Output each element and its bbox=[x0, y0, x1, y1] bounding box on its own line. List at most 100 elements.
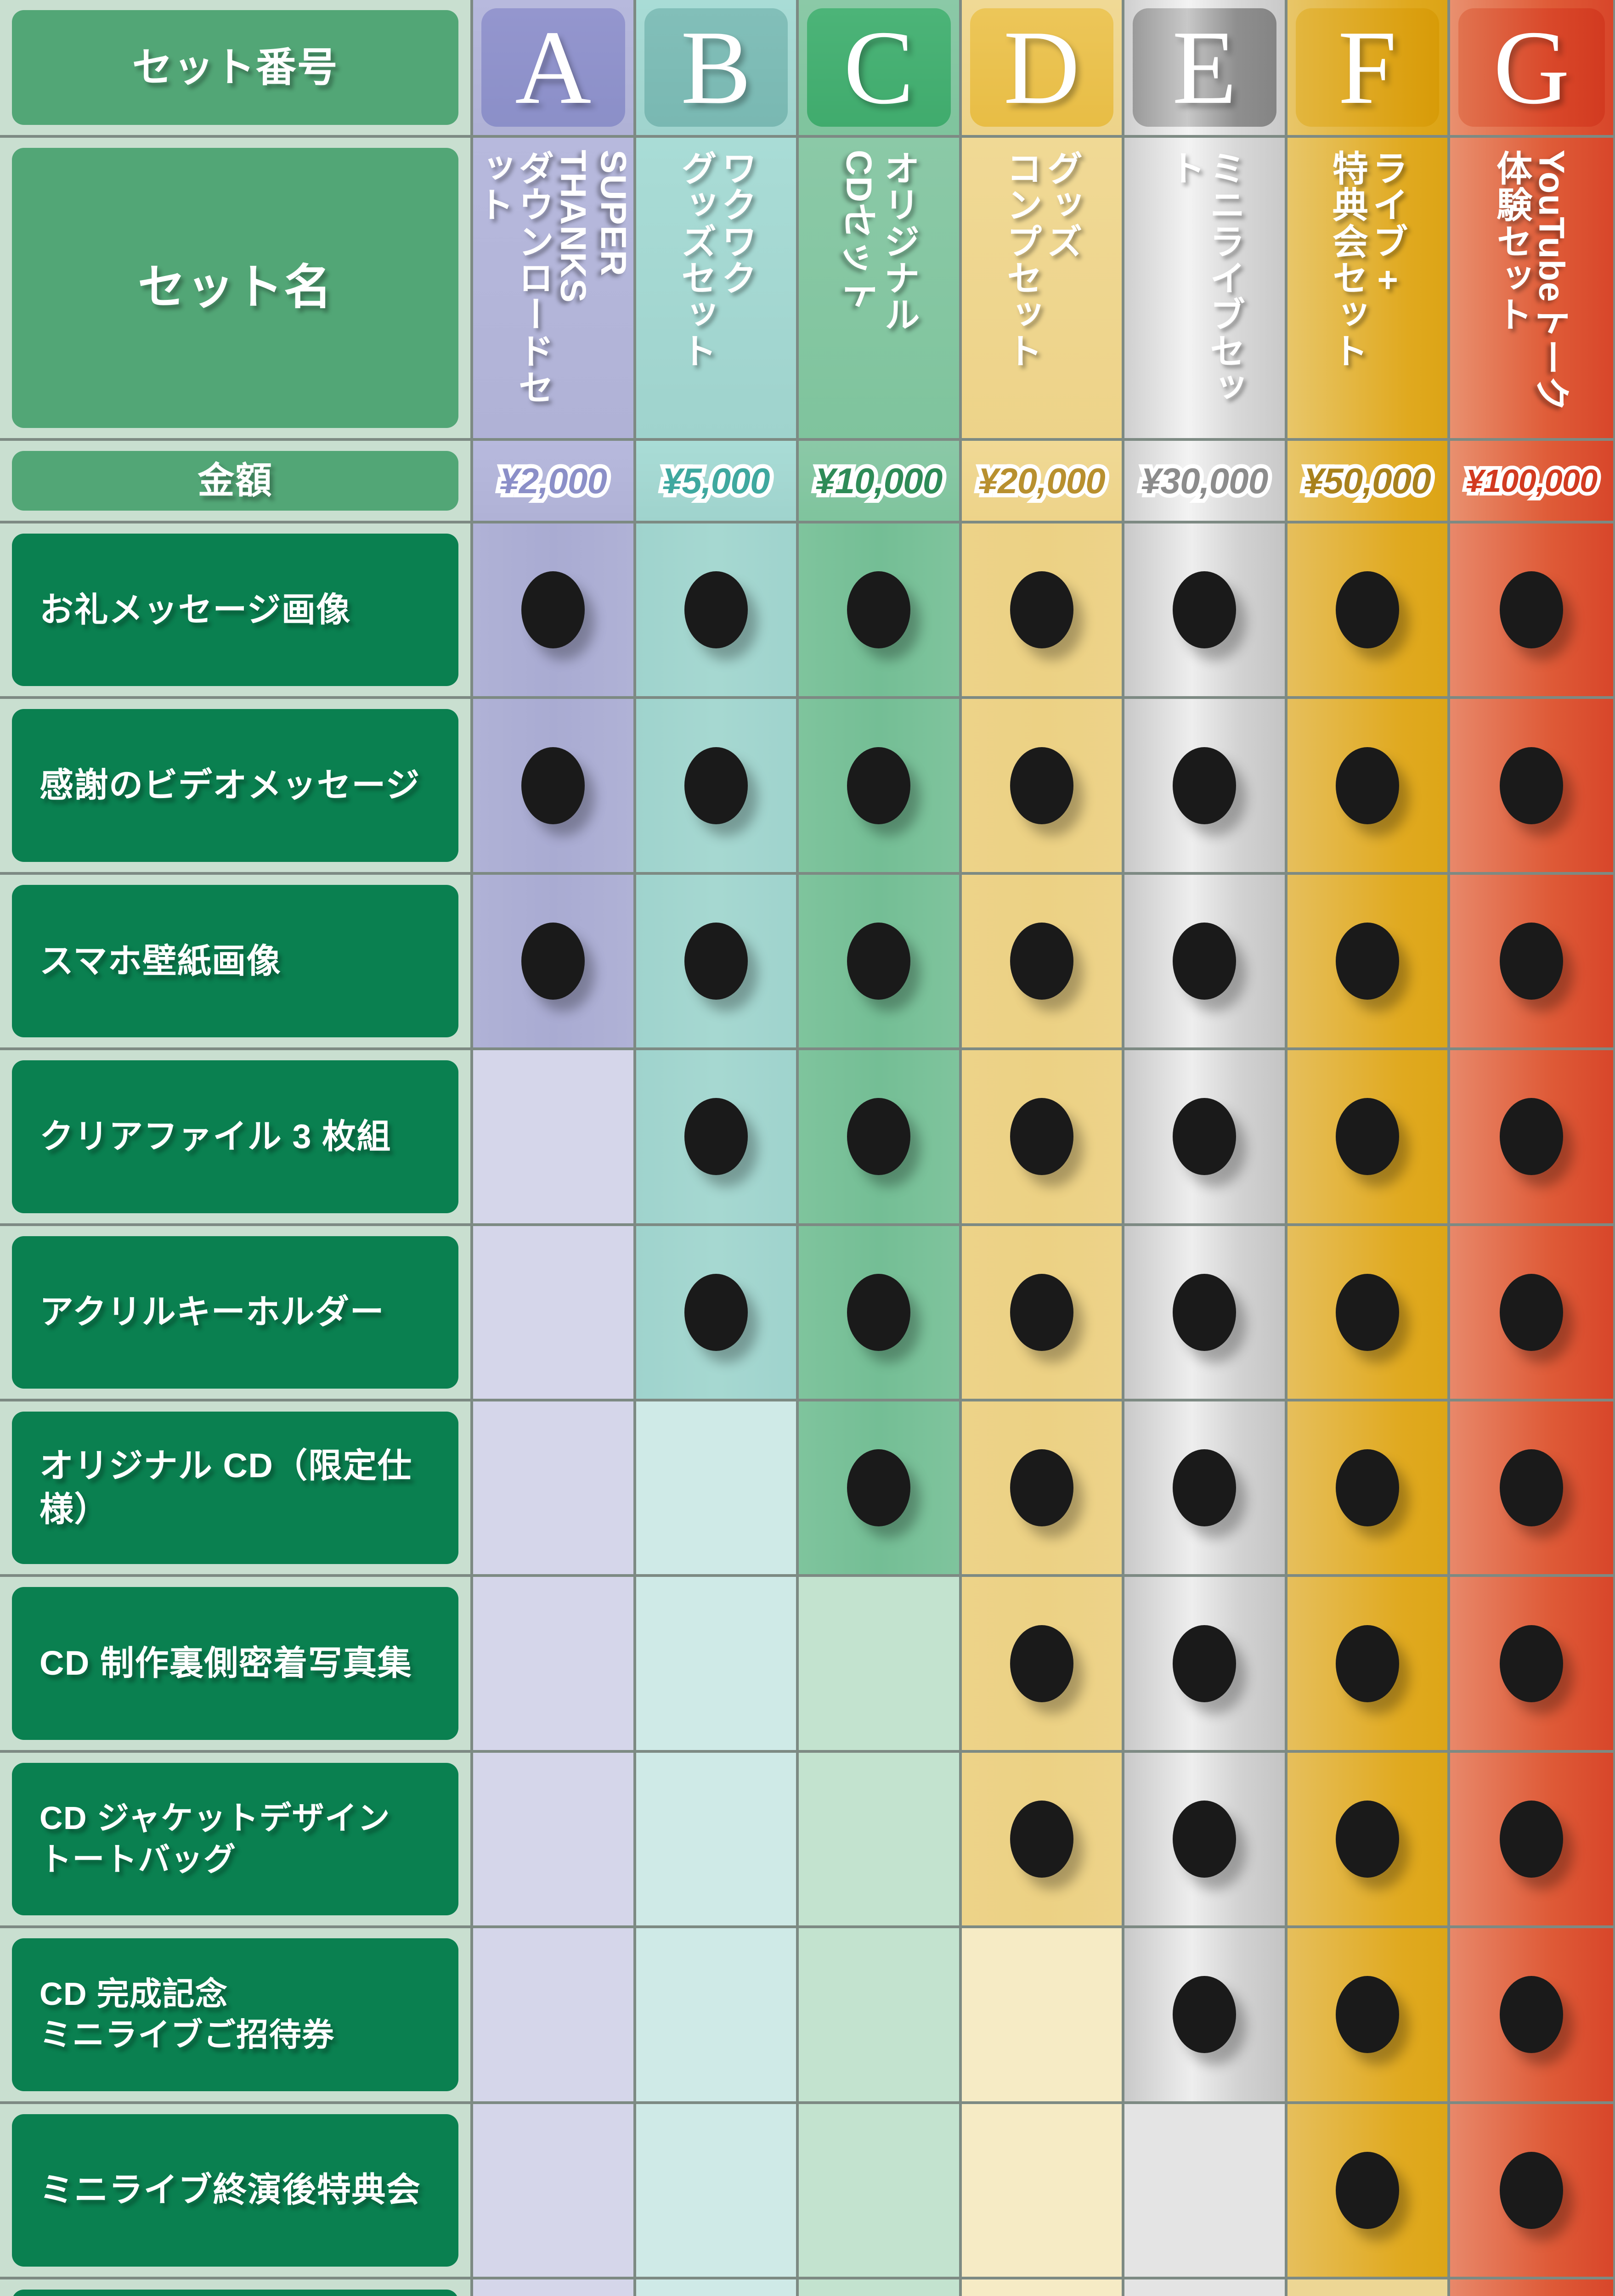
matrix-cell bbox=[636, 2279, 799, 2296]
dot-wrap bbox=[799, 1050, 959, 1223]
dot-wrap bbox=[1450, 875, 1613, 1047]
included-dot-icon bbox=[1500, 1625, 1564, 1702]
dot-wrap bbox=[473, 875, 633, 1047]
dot-wrap bbox=[962, 1577, 1122, 1750]
matrix-cell bbox=[1450, 1752, 1613, 1929]
included-dot-icon bbox=[1500, 922, 1564, 1000]
dot-wrap bbox=[473, 523, 633, 696]
set-name-line2-b: グッズセット bbox=[676, 150, 717, 369]
set-name-line1-a: SUPER THANKS bbox=[553, 150, 634, 304]
set-name-line2-a: ダウンロードセット bbox=[473, 150, 554, 405]
included-dot-icon bbox=[1500, 1800, 1564, 1878]
dot-wrap bbox=[1287, 1226, 1448, 1399]
badge-wrap: A bbox=[473, 0, 633, 135]
matrix-cell bbox=[1450, 699, 1613, 875]
dot-wrap bbox=[473, 699, 633, 872]
matrix-cell bbox=[1450, 874, 1613, 1051]
benefit-label-cell: スマホ壁紙画像 bbox=[0, 874, 473, 1051]
dot-wrap bbox=[962, 699, 1122, 872]
matrix-cell bbox=[1124, 1050, 1287, 1226]
dot-wrap bbox=[1124, 1226, 1285, 1399]
matrix-cell bbox=[1450, 1226, 1613, 1401]
dot-wrap bbox=[1287, 1401, 1448, 1574]
included-dot-icon bbox=[1010, 1800, 1073, 1878]
benefit-label: お礼メッセージ画像 bbox=[12, 534, 458, 687]
matrix-cell bbox=[636, 699, 799, 875]
dot-wrap bbox=[962, 1050, 1122, 1223]
dot-wrap bbox=[1450, 1928, 1613, 2101]
matrix-cell bbox=[799, 1226, 962, 1401]
matrix-cell bbox=[1124, 1928, 1287, 2104]
dot-wrap bbox=[1287, 1753, 1448, 1925]
price-cell-b: ¥5,000 bbox=[636, 441, 799, 523]
dot-wrap bbox=[962, 1753, 1122, 1925]
benefit-label-cell: 感謝のビデオメッセージ bbox=[0, 699, 473, 875]
included-dot-icon bbox=[1173, 1273, 1237, 1351]
dot-wrap bbox=[1450, 699, 1613, 872]
column-header-b: B bbox=[636, 0, 799, 138]
price-value-c: ¥10,000 bbox=[811, 456, 947, 505]
price-value-g: ¥100,000 bbox=[1462, 459, 1601, 502]
badge-wrap: C bbox=[799, 0, 959, 135]
benefit-label: 感謝のビデオメッセージ bbox=[12, 709, 458, 862]
set-name-line1-d: グッズ bbox=[1042, 150, 1083, 259]
price-cell-d: ¥20,000 bbox=[961, 441, 1124, 523]
vertical-name-wrap: 特典会セット ライブ+ bbox=[1287, 138, 1448, 438]
benefit-label-cell: アクリルキーホルダー bbox=[0, 1226, 473, 1401]
benefit-label: クリアファイル 3 枚組 bbox=[12, 1060, 458, 1213]
price-wrap: ¥10,000 bbox=[799, 441, 959, 521]
included-dot-icon bbox=[1173, 1449, 1237, 1527]
matrix-cell bbox=[799, 1928, 962, 2104]
matrix-cell bbox=[961, 1928, 1124, 2104]
set-name-label: セット名 bbox=[12, 148, 458, 428]
price-label: 金額 bbox=[12, 451, 458, 511]
included-dot-icon bbox=[1010, 1098, 1073, 1176]
set-name-cell-a: ダウンロードセット SUPER THANKS bbox=[473, 138, 636, 441]
benefit-label-cell: オリジナル CD（限定仕様） bbox=[0, 1401, 473, 1577]
price-wrap: ¥100,000 bbox=[1450, 441, 1613, 521]
matrix-cell bbox=[1287, 1752, 1450, 1929]
matrix-cell bbox=[636, 523, 799, 699]
set-name-cell-d: コンプセット グッズ bbox=[961, 138, 1124, 441]
dot-wrap bbox=[1124, 1050, 1285, 1223]
dot-wrap bbox=[962, 1226, 1122, 1399]
included-dot-icon bbox=[1010, 747, 1073, 824]
vertical-name-wrap: CDセット オリジナル bbox=[799, 138, 959, 438]
included-dot-icon bbox=[1335, 1098, 1399, 1176]
matrix-cell bbox=[473, 1577, 636, 1753]
included-dot-icon bbox=[1173, 1800, 1237, 1878]
included-dot-icon bbox=[1500, 1449, 1564, 1527]
dot-wrap bbox=[1124, 1401, 1285, 1574]
matrix-cell bbox=[1124, 1226, 1287, 1401]
matrix-cell bbox=[636, 1577, 799, 1753]
column-letter-badge-a: A bbox=[481, 8, 625, 127]
dot-wrap bbox=[1450, 2279, 1613, 2296]
dot-wrap bbox=[1124, 699, 1285, 872]
dot-wrap bbox=[1124, 1928, 1285, 2101]
included-dot-icon bbox=[1335, 1976, 1399, 2054]
price-cell-a: ¥2,000 bbox=[473, 441, 636, 523]
set-name-line1-f: ライブ+ bbox=[1367, 150, 1408, 301]
matrix-cell bbox=[1450, 1050, 1613, 1226]
dot-wrap bbox=[1287, 2104, 1448, 2277]
badge-wrap: G bbox=[1450, 0, 1613, 135]
benefit-label-cell: クリアファイル 3 枚組 bbox=[0, 1050, 473, 1226]
column-header-e: E bbox=[1124, 0, 1287, 138]
included-dot-icon bbox=[1010, 922, 1073, 1000]
set-name-line2-g: 体験セット bbox=[1491, 150, 1532, 332]
price-value-a: ¥2,000 bbox=[495, 456, 611, 505]
included-dot-icon bbox=[1335, 2151, 1399, 2229]
price-wrap: ¥2,000 bbox=[473, 441, 633, 521]
matrix-cell bbox=[1287, 699, 1450, 875]
matrix-cell bbox=[636, 1401, 799, 1577]
matrix-cell bbox=[1287, 523, 1450, 699]
included-dot-icon bbox=[1010, 1449, 1073, 1527]
benefit-label: アクリルキーホルダー bbox=[12, 1236, 458, 1389]
matrix-cell bbox=[961, 523, 1124, 699]
matrix-cell bbox=[799, 1050, 962, 1226]
dot-wrap bbox=[1124, 1577, 1285, 1750]
matrix-cell bbox=[799, 1752, 962, 1929]
matrix-cell bbox=[961, 2104, 1124, 2279]
matrix-cell bbox=[636, 2104, 799, 2279]
